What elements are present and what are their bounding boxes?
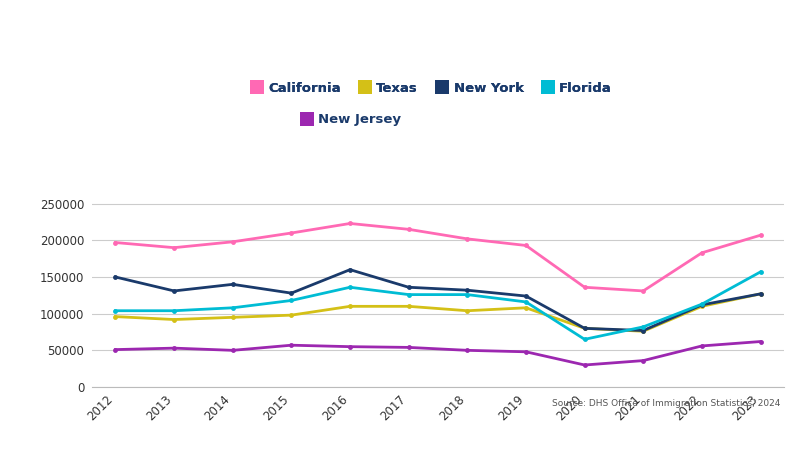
Text: Source: DHS Office of Immigration Statistics, 2024: Source: DHS Office of Immigration Statis… xyxy=(552,399,780,408)
Text: Most popular US states among immigrants 2012–2023: Most popular US states among immigrants … xyxy=(60,29,740,50)
Legend: New Jersey: New Jersey xyxy=(298,108,406,131)
Legend: California, Texas, New York, Florida: California, Texas, New York, Florida xyxy=(247,76,617,100)
Text: www.the-american-dream.com: www.the-american-dream.com xyxy=(298,425,502,438)
